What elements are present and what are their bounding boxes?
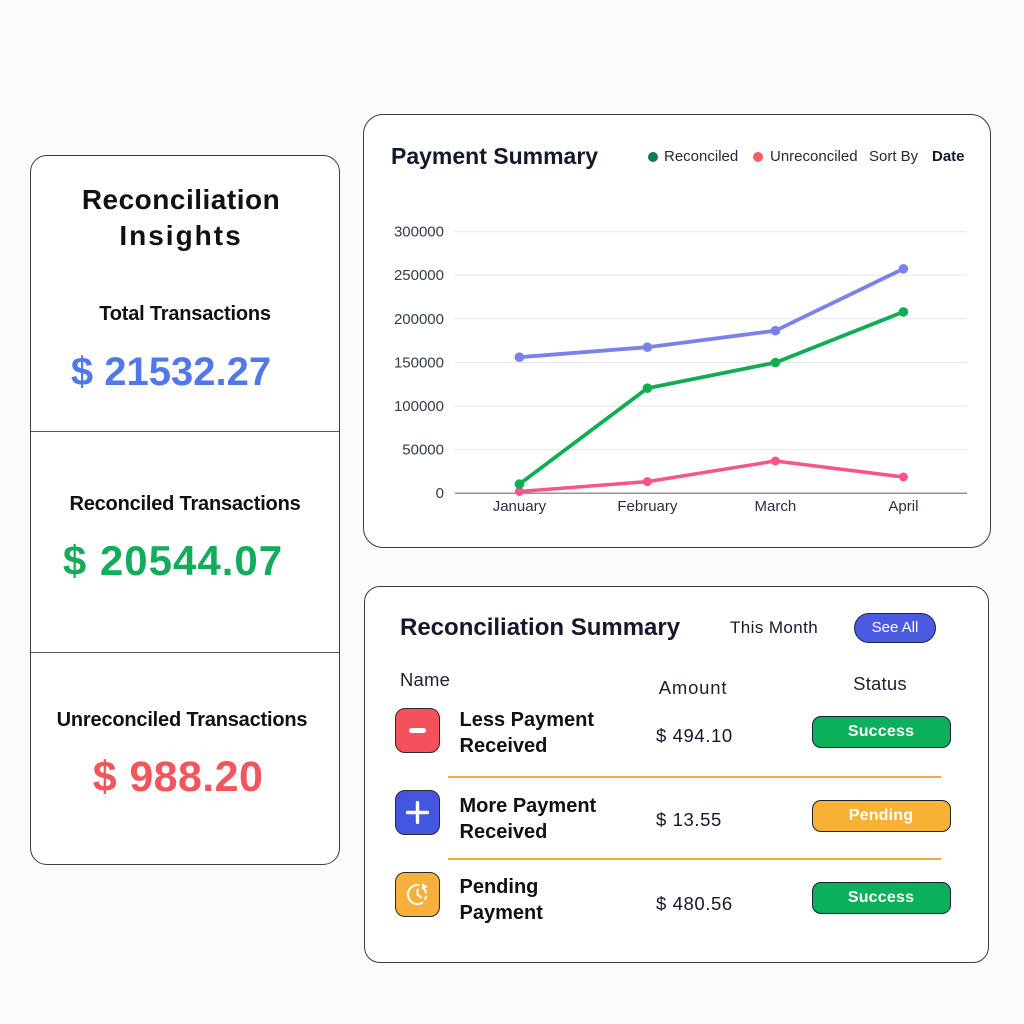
svg-text:0: 0 (436, 485, 444, 502)
svg-text:100000: 100000 (394, 398, 444, 415)
svg-text:January: January (493, 498, 547, 515)
svg-text:April: April (888, 498, 918, 515)
svg-text:March: March (755, 498, 797, 515)
svg-text:250000: 250000 (394, 267, 444, 284)
svg-text:200000: 200000 (394, 311, 444, 328)
svg-text:300000: 300000 (394, 224, 444, 241)
svg-text:150000: 150000 (394, 354, 444, 371)
svg-text:February: February (617, 498, 678, 515)
svg-text:50000: 50000 (402, 442, 444, 459)
